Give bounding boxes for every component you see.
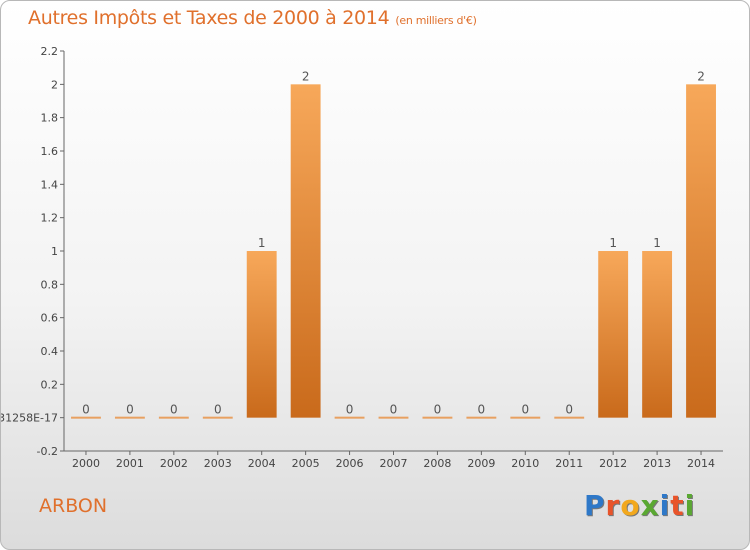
x-tick-label-2005: 2005 [292, 457, 320, 470]
data-label-2014: 2 [697, 69, 705, 83]
y-tick-label: -0.2 [37, 445, 58, 458]
data-label-2003: 0 [214, 403, 222, 417]
y-tick-label: 1.4 [41, 178, 59, 191]
logo-letter: t [670, 489, 685, 522]
x-tick-label-2006: 2006 [336, 457, 364, 470]
bar-2014 [686, 84, 716, 418]
x-tick-label-2007: 2007 [380, 457, 408, 470]
data-label-2009: 0 [478, 403, 486, 417]
x-tick-label-2010: 2010 [511, 457, 539, 470]
data-label-2013: 1 [653, 236, 661, 250]
data-label-2011: 0 [565, 403, 573, 417]
chart-title-text: Autres Impôts et Taxes de 2000 à 2014 [28, 7, 390, 29]
data-label-2006: 0 [346, 403, 354, 417]
proxiti-logo: Proxiti [584, 489, 695, 522]
x-tick-label-2000: 2000 [72, 457, 100, 470]
y-tick-label: 1.8 [41, 112, 59, 125]
y-tick-label: 0.2 [41, 378, 59, 391]
x-tick-label-2012: 2012 [599, 457, 627, 470]
bar-2011 [554, 416, 585, 419]
data-label-2000: 0 [82, 403, 90, 417]
bar-2008 [422, 416, 453, 419]
chart-title: Autres Impôts et Taxes de 2000 à 2014 (en… [28, 7, 477, 29]
x-tick-label-2009: 2009 [467, 457, 495, 470]
bar-2001 [114, 416, 145, 419]
data-label-2008: 0 [434, 403, 442, 417]
y-tick-label: -5.5511151231258E-17 [1, 412, 58, 425]
bar-2007 [378, 416, 409, 419]
bar-2005 [290, 84, 321, 418]
logo-letter: x [640, 489, 660, 522]
data-label-2005: 2 [302, 69, 310, 83]
x-tick-label-2008: 2008 [423, 457, 451, 470]
y-tick-label: 2.2 [41, 45, 59, 58]
bar-2006 [334, 416, 365, 419]
data-label-2002: 0 [170, 403, 178, 417]
x-tick-label-2002: 2002 [160, 457, 188, 470]
logo-letter: i [659, 489, 671, 522]
x-tick-label-2001: 2001 [116, 457, 144, 470]
y-tick-label: 2 [51, 78, 58, 91]
y-tick-label: 1.2 [41, 212, 59, 225]
x-tick-label-2004: 2004 [248, 457, 276, 470]
logo-letter: P [584, 489, 606, 522]
chart-unit: (en milliers d'€) [395, 14, 477, 27]
bar-2010 [510, 416, 541, 419]
bar-2012 [598, 251, 629, 418]
data-label-2010: 0 [521, 403, 529, 417]
x-tick-label-2014: 2014 [687, 457, 715, 470]
y-tick-label: 0.8 [41, 278, 59, 291]
bar-2003 [202, 416, 233, 419]
data-label-2001: 0 [126, 403, 134, 417]
y-tick-label: 1 [51, 245, 58, 258]
logo-letter: r [605, 489, 621, 522]
bar-2004 [246, 251, 277, 418]
x-tick-label-2011: 2011 [555, 457, 583, 470]
data-label-2007: 0 [390, 403, 398, 417]
bar-2002 [158, 416, 189, 419]
bar-2009 [466, 416, 497, 419]
y-tick-label: 0.6 [41, 312, 59, 325]
bar-2013 [642, 251, 673, 418]
logo-letter: o [620, 489, 641, 522]
x-tick-label-2003: 2003 [204, 457, 232, 470]
logo-letter: i [684, 489, 696, 522]
y-tick-label: 0.4 [41, 345, 59, 358]
x-tick-label-2013: 2013 [643, 457, 671, 470]
data-label-2004: 1 [258, 236, 266, 250]
y-tick-label: 1.6 [41, 145, 59, 158]
bar-2000 [71, 416, 101, 419]
data-label-2012: 1 [609, 236, 617, 250]
commune-name: ARBON [39, 495, 108, 517]
